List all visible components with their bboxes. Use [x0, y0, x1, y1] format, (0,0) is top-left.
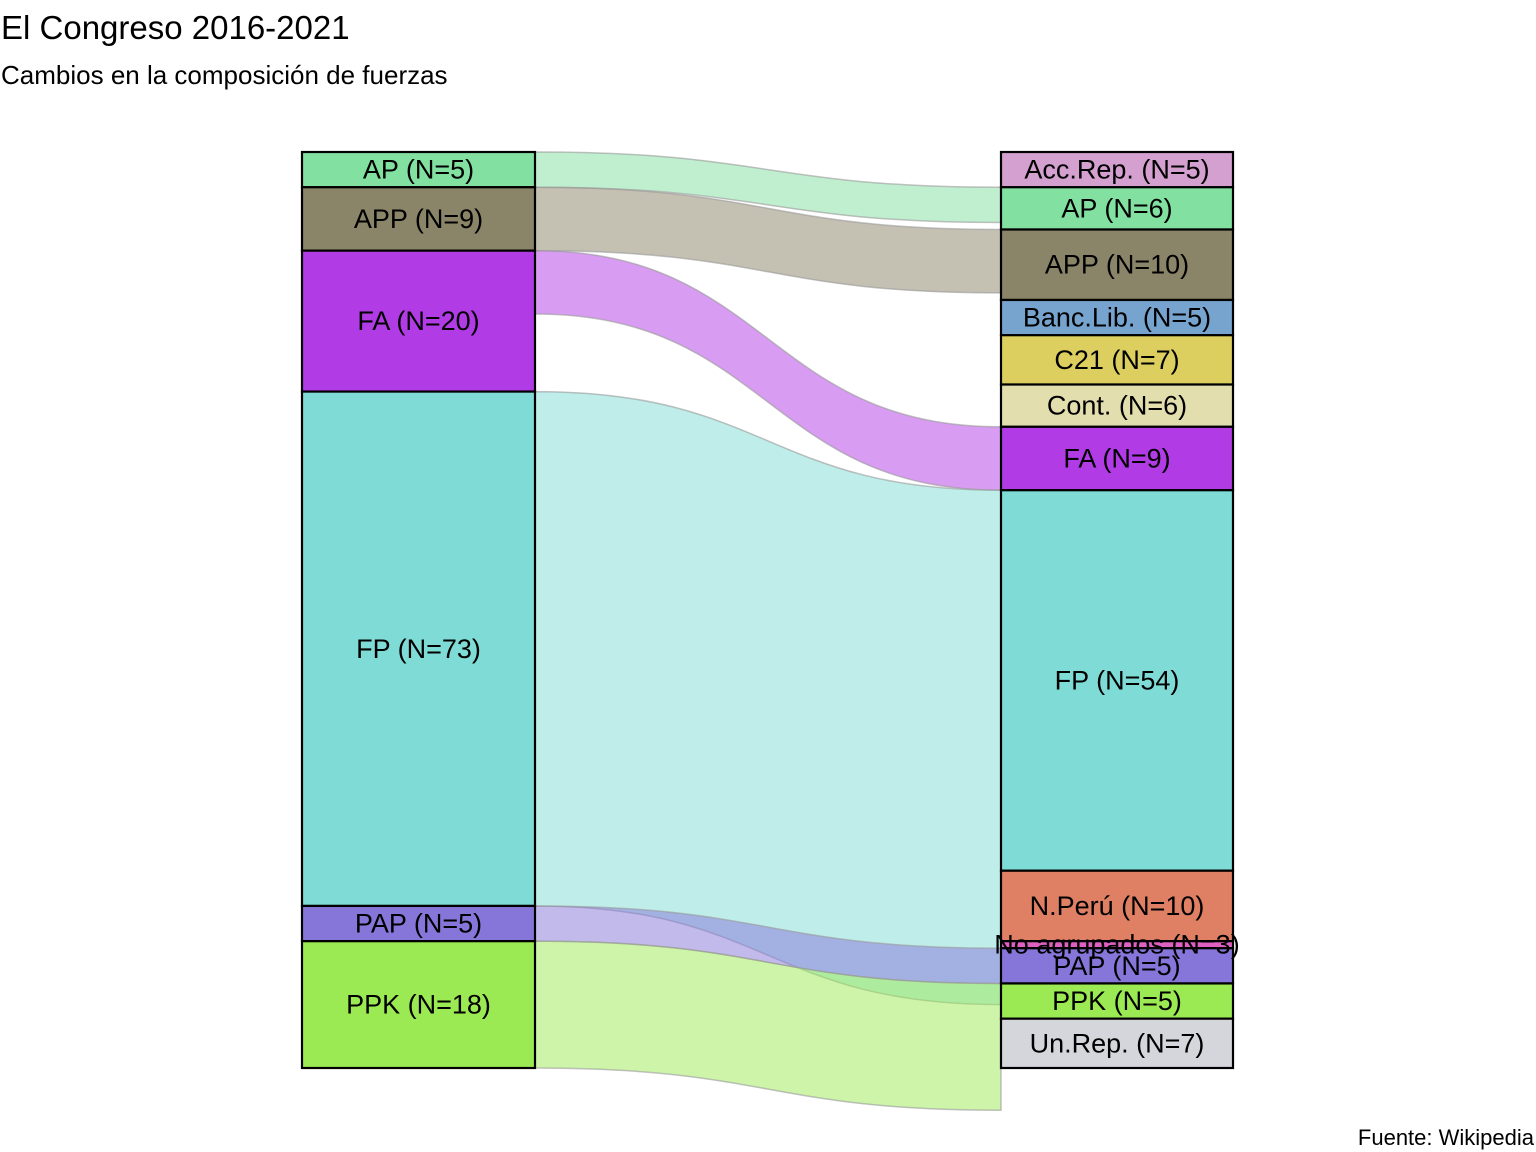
- node-2021-pap: [999, 947, 1235, 985]
- node-2016-app: [300, 186, 537, 252]
- node-2016-ap: [300, 150, 537, 189]
- node-2016-ppk: [300, 940, 537, 1070]
- chart-subtitle: Cambios en la composición de fuerzas: [1, 60, 448, 90]
- node-label-2016-pap: PAP (N=5): [355, 909, 482, 939]
- node-2021-ap: [999, 186, 1235, 231]
- nodes-layer: [300, 150, 1235, 1070]
- node-2021-un-rep: [999, 1017, 1235, 1070]
- node-2021-banc-lib: [999, 298, 1235, 337]
- node-label-2021-c21: C21 (N=7): [1054, 345, 1179, 375]
- node-label-2021-ap: AP (N=6): [1061, 193, 1172, 223]
- node-label-2016-fa: FA (N=20): [357, 306, 479, 336]
- node-2016-fp: [300, 390, 537, 908]
- node-label-2021-n-per: N.Perú (N=10): [1030, 891, 1205, 921]
- node-2021-fp: [999, 489, 1235, 872]
- node-label-2016-fp: FP (N=73): [356, 634, 481, 664]
- node-2021-c21: [999, 334, 1235, 386]
- flow-ppk-to-ppk: [534, 940, 1002, 1112]
- labels-layer: AP (N=5) APP (N=9) FA (N=20) FP (N=73) PAP (…: [346, 155, 1240, 1059]
- node-2021-ppk: [999, 982, 1235, 1020]
- node-2021-app: [999, 228, 1235, 302]
- node-label-2016-app: APP (N=9): [354, 204, 483, 234]
- chart-title: El Congreso 2016-2021: [1, 9, 350, 46]
- node-label-2021-fa: FA (N=9): [1063, 444, 1170, 474]
- node-2016-fa: [300, 249, 537, 393]
- node-label-2021-app: APP (N=10): [1045, 250, 1189, 280]
- node-2021-fa: [999, 425, 1235, 492]
- node-label-2021-no-agrupados: No agrupados (N=3): [994, 930, 1239, 960]
- node-label-2021-ppk: PPK (N=5): [1052, 986, 1182, 1016]
- flows-layer: [534, 151, 1002, 1112]
- node-label-2021-fp: FP (N=54): [1055, 665, 1180, 695]
- node-label-2016-ap: AP (N=5): [363, 155, 474, 185]
- node-label-2021-acc-rep: Acc.Rep. (N=5): [1024, 155, 1209, 185]
- chart-caption: Fuente: Wikipedia: [1357, 1125, 1534, 1150]
- node-label-2016-ppk: PPK (N=18): [346, 990, 491, 1020]
- node-label-2021-un-rep: Un.Rep. (N=7): [1030, 1028, 1205, 1058]
- node-label-2021-banc-lib: Banc.Lib. (N=5): [1023, 303, 1211, 333]
- node-label-2021-cont: Cont. (N=6): [1047, 391, 1187, 421]
- node-label-2021-pap: PAP (N=5): [1053, 951, 1180, 981]
